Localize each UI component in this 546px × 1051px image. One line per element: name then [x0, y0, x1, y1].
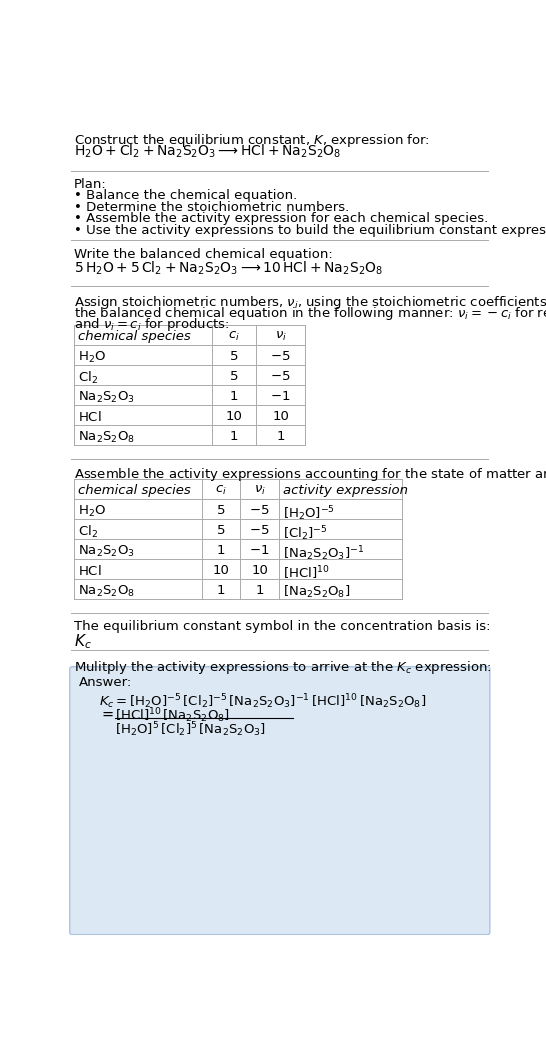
Text: $\mathrm{Na_2S_2O_3}$: $\mathrm{Na_2S_2O_3}$ — [78, 390, 134, 406]
Text: $\mathrm{5\,H_2O + 5\,Cl_2 + Na_2S_2O_3 \longrightarrow 10\,HCl + Na_2S_2O_8}$: $\mathrm{5\,H_2O + 5\,Cl_2 + Na_2S_2O_3 … — [74, 260, 383, 276]
Text: $K_c = [\mathrm{H_2O}]^{-5}\,[\mathrm{Cl_2}]^{-5}\,[\mathrm{Na_2S_2O_3}]^{-1}\,[: $K_c = [\mathrm{H_2O}]^{-5}\,[\mathrm{Cl… — [99, 692, 426, 710]
Text: Assemble the activity expressions accounting for the state of matter and $\nu_i$: Assemble the activity expressions accoun… — [74, 467, 546, 483]
Text: $[\mathrm{HCl}]^{10}$: $[\mathrm{HCl}]^{10}$ — [283, 564, 329, 582]
Text: 1: 1 — [217, 544, 225, 557]
Text: $\mathrm{Na_2S_2O_8}$: $\mathrm{Na_2S_2O_8}$ — [78, 584, 134, 599]
Text: 5: 5 — [229, 350, 238, 364]
Text: $\mathrm{Na_2S_2O_8}$: $\mathrm{Na_2S_2O_8}$ — [78, 430, 134, 446]
Text: chemical species: chemical species — [78, 330, 191, 344]
Text: the balanced chemical equation in the following manner: $\nu_i = -c_i$ for react: the balanced chemical equation in the fo… — [74, 305, 546, 322]
Text: $\mathrm{H_2O + Cl_2 + Na_2S_2O_3 \longrightarrow HCl + Na_2S_2O_8}$: $\mathrm{H_2O + Cl_2 + Na_2S_2O_3 \longr… — [74, 143, 341, 161]
Text: 1: 1 — [229, 430, 238, 444]
Text: $\mathrm{H_2O}$: $\mathrm{H_2O}$ — [78, 350, 105, 366]
Text: $\mathrm{Cl_2}$: $\mathrm{Cl_2}$ — [78, 524, 98, 540]
Text: activity expression: activity expression — [283, 485, 408, 497]
Text: $[\mathrm{Na_2S_2O_3}]^{-1}$: $[\mathrm{Na_2S_2O_3}]^{-1}$ — [283, 544, 364, 563]
Text: $c_i$: $c_i$ — [228, 330, 240, 344]
Text: chemical species: chemical species — [78, 485, 191, 497]
Text: • Use the activity expressions to build the equilibrium constant expression.: • Use the activity expressions to build … — [74, 224, 546, 236]
Text: 5: 5 — [217, 524, 225, 537]
Text: • Determine the stoichiometric numbers.: • Determine the stoichiometric numbers. — [74, 201, 349, 213]
Text: $\nu_i$: $\nu_i$ — [275, 330, 287, 344]
Text: $-1$: $-1$ — [250, 544, 270, 557]
Text: $c_i$: $c_i$ — [216, 485, 227, 497]
Text: $[\mathrm{HCl}]^{10}\,[\mathrm{Na_2S_2O_8}]$: $[\mathrm{HCl}]^{10}\,[\mathrm{Na_2S_2O_… — [115, 706, 230, 724]
Text: $[\mathrm{H_2O}]^{5}\,[\mathrm{Cl_2}]^{5}\,[\mathrm{Na_2S_2O_3}]$: $[\mathrm{H_2O}]^{5}\,[\mathrm{Cl_2}]^{5… — [115, 721, 266, 739]
Text: $\mathrm{Cl_2}$: $\mathrm{Cl_2}$ — [78, 370, 98, 387]
Text: $-5$: $-5$ — [270, 370, 291, 384]
Text: Construct the equilibrium constant, $K$, expression for:: Construct the equilibrium constant, $K$,… — [74, 132, 430, 149]
Text: $\mathrm{H_2O}$: $\mathrm{H_2O}$ — [78, 504, 105, 519]
Text: Mulitply the activity expressions to arrive at the $K_c$ expression:: Mulitply the activity expressions to arr… — [74, 659, 491, 676]
Text: 1: 1 — [229, 390, 238, 404]
Text: 10: 10 — [213, 564, 230, 577]
Text: $[\mathrm{Cl_2}]^{-5}$: $[\mathrm{Cl_2}]^{-5}$ — [283, 524, 328, 543]
Text: $\nu_i$: $\nu_i$ — [254, 485, 266, 497]
Text: $K_c$: $K_c$ — [74, 632, 91, 651]
FancyBboxPatch shape — [70, 666, 490, 934]
Text: 1: 1 — [256, 584, 264, 597]
Text: $[\mathrm{H_2O}]^{-5}$: $[\mathrm{H_2O}]^{-5}$ — [283, 504, 335, 523]
Text: • Assemble the activity expression for each chemical species.: • Assemble the activity expression for e… — [74, 212, 488, 225]
Text: 5: 5 — [229, 370, 238, 384]
Text: 10: 10 — [251, 564, 268, 577]
Text: 5: 5 — [217, 504, 225, 517]
Text: $\mathrm{Na_2S_2O_3}$: $\mathrm{Na_2S_2O_3}$ — [78, 544, 134, 559]
Text: $\mathrm{HCl}$: $\mathrm{HCl}$ — [78, 564, 101, 578]
Text: 10: 10 — [225, 410, 242, 424]
Text: $-1$: $-1$ — [270, 390, 291, 404]
Text: The equilibrium constant symbol in the concentration basis is:: The equilibrium constant symbol in the c… — [74, 620, 490, 634]
Text: $[\mathrm{Na_2S_2O_8}]$: $[\mathrm{Na_2S_2O_8}]$ — [283, 584, 350, 600]
Text: Write the balanced chemical equation:: Write the balanced chemical equation: — [74, 248, 333, 261]
Text: Plan:: Plan: — [74, 178, 106, 190]
Text: 1: 1 — [217, 584, 225, 597]
Text: $=$: $=$ — [99, 706, 115, 721]
Text: and $\nu_i = c_i$ for products:: and $\nu_i = c_i$ for products: — [74, 315, 229, 332]
Text: Assign stoichiometric numbers, $\nu_i$, using the stoichiometric coefficients, $: Assign stoichiometric numbers, $\nu_i$, … — [74, 294, 546, 311]
Text: 10: 10 — [272, 410, 289, 424]
Text: Answer:: Answer: — [79, 676, 132, 688]
Text: $-5$: $-5$ — [270, 350, 291, 364]
Text: $-5$: $-5$ — [250, 524, 270, 537]
Text: $\mathrm{HCl}$: $\mathrm{HCl}$ — [78, 410, 101, 425]
Text: $-5$: $-5$ — [250, 504, 270, 517]
Text: 1: 1 — [276, 430, 285, 444]
Text: • Balance the chemical equation.: • Balance the chemical equation. — [74, 189, 297, 202]
